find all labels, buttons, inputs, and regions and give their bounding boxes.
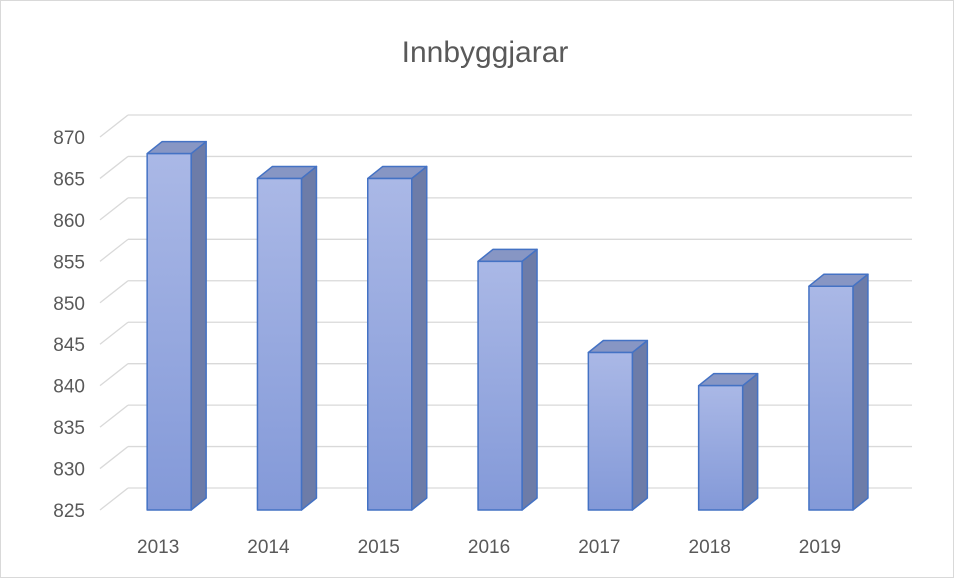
- x-tick-label: 2017: [578, 537, 620, 558]
- bar-front: [587, 351, 634, 511]
- grid-line-side: [99, 363, 129, 387]
- bar-front: [697, 384, 744, 511]
- y-tick-label: 870: [53, 128, 85, 149]
- bar-side: [190, 140, 207, 511]
- bar-front: [367, 177, 413, 511]
- grid-line-side: [99, 155, 129, 179]
- bar: [587, 339, 649, 511]
- y-tick-label: 825: [53, 501, 85, 522]
- x-tick-label: 2015: [358, 537, 400, 558]
- bar-side: [300, 165, 318, 511]
- x-tick-label: 2016: [468, 537, 510, 558]
- bar-side: [631, 339, 649, 511]
- bar: [367, 165, 428, 511]
- bar: [146, 140, 207, 511]
- y-tick-label: 845: [53, 335, 85, 356]
- bar: [256, 165, 318, 511]
- grid-line-side: [99, 321, 129, 345]
- bar-front: [477, 260, 523, 511]
- bar-side: [852, 273, 869, 511]
- y-tick-label: 860: [53, 211, 85, 232]
- grid-line-side: [99, 238, 129, 262]
- grid-line-side: [99, 114, 129, 138]
- x-tick-label: 2019: [799, 537, 841, 558]
- chart-title: Innbyggjarar: [402, 36, 569, 69]
- grid-line-side: [99, 197, 129, 221]
- bar: [808, 273, 869, 511]
- x-tick-label: 2014: [247, 537, 290, 558]
- x-tick-label: 2018: [689, 537, 731, 558]
- bar: [477, 248, 538, 511]
- bar-side: [521, 248, 538, 511]
- bar-front: [256, 177, 303, 511]
- grid-line-side: [99, 487, 129, 511]
- y-tick-label: 850: [53, 294, 85, 315]
- grid-line-side: [99, 446, 129, 470]
- bar-side: [411, 165, 428, 511]
- y-tick-label: 835: [53, 418, 85, 439]
- bar-side: [741, 372, 759, 511]
- x-tick-label: 2013: [137, 537, 179, 558]
- bar: [697, 372, 759, 511]
- grid-line-side: [99, 280, 129, 304]
- grid-line-side: [99, 404, 129, 428]
- y-tick-label: 830: [53, 460, 85, 481]
- y-tick-label: 865: [53, 169, 85, 190]
- bar-front: [808, 285, 854, 511]
- y-tick-label: 855: [53, 252, 85, 273]
- y-tick-label: 840: [53, 377, 85, 398]
- bar-front: [146, 152, 192, 511]
